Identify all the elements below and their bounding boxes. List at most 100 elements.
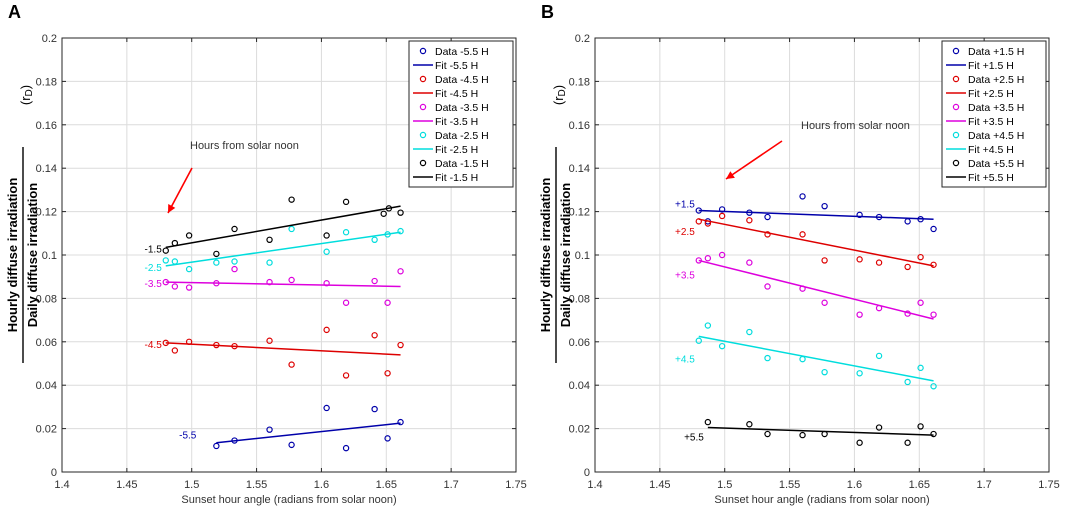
- y-tick-label: 0.04: [36, 380, 57, 392]
- data-point: [904, 439, 911, 446]
- legend-entry-data: Data +5.5 H: [968, 158, 1024, 170]
- data-point: [746, 259, 753, 266]
- x-tick-label: 1.75: [1038, 479, 1059, 491]
- legend-entry-data: Data -5.5 H: [435, 46, 489, 58]
- legend-entry-data: Data +2.5 H: [968, 74, 1024, 86]
- annotation-arrow-shaft: [725, 140, 783, 180]
- data-point: [746, 209, 753, 216]
- legend-entry-data: Data -4.5 H: [435, 74, 489, 86]
- legend-entry-data: Data -2.5 H: [435, 130, 489, 142]
- y-tick-label: 0.06: [569, 337, 590, 349]
- data-point: [904, 218, 911, 225]
- x-tick-label: 1.45: [649, 479, 670, 491]
- x-axis-label: Sunset hour angle (radians from solar no…: [714, 494, 929, 506]
- y-tick-label: 0.02: [569, 424, 590, 436]
- data-point: [371, 236, 378, 244]
- legend-entry-fit: Fit +2.5 H: [968, 88, 1014, 100]
- panel-letter-a: A: [8, 2, 21, 22]
- legend-marker: [952, 103, 960, 111]
- y-tick-label: 0.18: [569, 76, 590, 88]
- data-point: [718, 342, 726, 350]
- data-point: [323, 280, 330, 287]
- y-tick-label: 0.08: [569, 293, 590, 305]
- data-point: [213, 259, 220, 266]
- x-tick-label: 1.65: [909, 479, 930, 491]
- data-point: [875, 213, 883, 221]
- data-point: [930, 261, 937, 268]
- fit-line: [165, 205, 401, 249]
- data-point: [821, 202, 828, 210]
- data-point: [821, 430, 828, 438]
- data-point: [746, 328, 753, 336]
- data-point: [856, 370, 863, 377]
- data-point: [288, 196, 295, 203]
- data-point: [384, 435, 391, 442]
- series-label: +4.5: [675, 354, 695, 365]
- data-point: [856, 439, 863, 446]
- series-label: -3.5: [145, 279, 163, 290]
- y-label-denominator: Daily diffuse irradiation: [558, 183, 573, 328]
- data-point: [799, 285, 806, 292]
- legend-entry-data: Data -3.5 H: [435, 102, 489, 114]
- y-tick-label: 0.12: [569, 207, 590, 219]
- y-tick-label: 0.02: [36, 424, 57, 436]
- data-point: [185, 265, 193, 273]
- y-label-denominator: Daily diffuse irradiation: [25, 183, 40, 328]
- data-point: [231, 342, 238, 350]
- y-tick-label: 0.04: [569, 380, 590, 392]
- legend-entry-data: Data -1.5 H: [435, 158, 489, 170]
- data-point: [764, 213, 771, 221]
- data-point: [718, 212, 726, 220]
- series-15H: +1.5: [675, 193, 937, 233]
- data-point: [799, 431, 806, 439]
- x-axis-label: Sunset hour angle (radians from solar no…: [181, 494, 396, 506]
- data-point: [323, 326, 330, 334]
- data-point: [695, 337, 702, 344]
- data-point: [764, 430, 771, 438]
- data-point: [171, 258, 179, 265]
- y-label-symbol: (rD): [18, 85, 35, 105]
- data-point: [799, 193, 806, 200]
- data-point: [185, 338, 193, 345]
- fit-line: [707, 426, 934, 436]
- data-point: [875, 304, 883, 312]
- series-label: -1.5: [145, 244, 163, 255]
- data-point: [930, 430, 937, 438]
- x-tick-label: 1.65: [376, 479, 397, 491]
- data-point: [397, 209, 404, 216]
- data-point: [930, 311, 937, 318]
- y-tick-label: 0.18: [36, 76, 57, 88]
- y-tick-label: 0.2: [575, 33, 590, 45]
- data-point: [930, 225, 937, 233]
- data-point: [397, 227, 404, 235]
- data-point: [917, 364, 924, 372]
- data-point: [384, 231, 391, 238]
- y-tick-label: 0.16: [36, 120, 57, 132]
- x-tick-label: 1.5: [717, 479, 732, 491]
- data-point: [288, 441, 295, 449]
- data-point: [266, 259, 273, 266]
- data-point: [288, 225, 295, 233]
- legend-entry-data: Data +4.5 H: [968, 130, 1024, 142]
- data-point: [342, 198, 350, 206]
- legend-marker: [419, 159, 427, 167]
- data-point: [323, 232, 330, 239]
- annotation-arrow-head: [168, 204, 176, 213]
- data-point: [231, 225, 238, 233]
- data-point: [385, 205, 393, 212]
- legend-entry-data: Data +3.5 H: [968, 102, 1024, 114]
- data-point: [384, 370, 391, 377]
- fit-line: [698, 259, 934, 320]
- data-point: [917, 299, 924, 306]
- data-point: [904, 263, 911, 271]
- data-point: [171, 239, 179, 247]
- x-tick-label: 1.75: [505, 479, 526, 491]
- data-point: [185, 284, 193, 291]
- data-point: [371, 405, 378, 413]
- data-point: [185, 232, 193, 239]
- data-point: [704, 418, 712, 426]
- data-point: [397, 418, 404, 426]
- y-tick-label: 0.06: [36, 337, 57, 349]
- data-point: [695, 207, 702, 214]
- fit-line: [698, 209, 934, 220]
